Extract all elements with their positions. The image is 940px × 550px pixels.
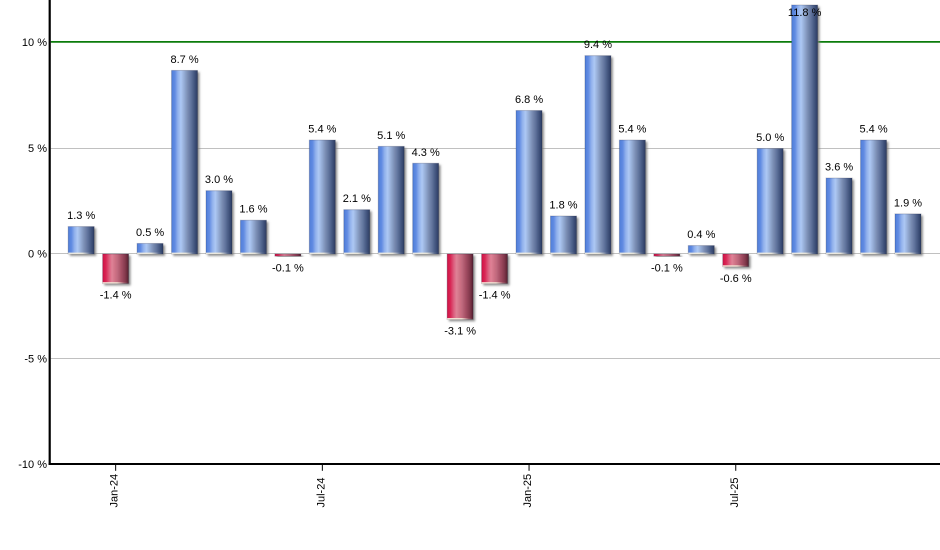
svg-text:5.4 %: 5.4 %: [308, 124, 336, 136]
svg-text:10 %: 10 %: [22, 37, 47, 49]
svg-text:Jan-25: Jan-25: [522, 474, 534, 508]
svg-text:-10 %: -10 %: [18, 459, 47, 471]
svg-text:1.6 %: 1.6 %: [239, 204, 267, 216]
svg-text:1.9 %: 1.9 %: [894, 197, 922, 209]
svg-text:0.5 %: 0.5 %: [136, 227, 164, 239]
svg-text:1.8 %: 1.8 %: [549, 200, 577, 212]
svg-text:0 %: 0 %: [28, 248, 47, 260]
svg-text:5.1 %: 5.1 %: [377, 130, 405, 142]
svg-text:11.8 %: 11.8 %: [788, 7, 822, 19]
svg-text:9.4 %: 9.4 %: [584, 39, 612, 51]
svg-text:5.4 %: 5.4 %: [859, 124, 887, 136]
svg-text:5 %: 5 %: [28, 143, 47, 155]
svg-text:3.6 %: 3.6 %: [825, 162, 853, 174]
svg-text:1.3 %: 1.3 %: [67, 210, 95, 222]
svg-text:3.0 %: 3.0 %: [205, 174, 233, 186]
svg-text:-3.1 %: -3.1 %: [444, 326, 476, 338]
svg-text:-0.1 %: -0.1 %: [272, 262, 304, 274]
svg-text:2.1 %: 2.1 %: [343, 193, 371, 205]
svg-text:Jul-25: Jul-25: [729, 478, 741, 508]
svg-text:-0.1 %: -0.1 %: [651, 262, 683, 274]
svg-text:5.0 %: 5.0 %: [756, 132, 784, 144]
svg-text:8.7 %: 8.7 %: [170, 54, 198, 66]
svg-text:-1.4 %: -1.4 %: [100, 290, 132, 302]
svg-text:4.3 %: 4.3 %: [412, 147, 440, 159]
svg-text:5.4 %: 5.4 %: [618, 124, 646, 136]
svg-text:Jul-24: Jul-24: [315, 478, 327, 508]
svg-text:-5 %: -5 %: [24, 354, 47, 366]
svg-text:Jan-24: Jan-24: [109, 474, 121, 508]
svg-text:0.4 %: 0.4 %: [687, 229, 715, 241]
svg-text:-0.6 %: -0.6 %: [720, 273, 752, 285]
svg-text:-1.4 %: -1.4 %: [479, 290, 511, 302]
svg-text:6.8 %: 6.8 %: [515, 94, 543, 106]
